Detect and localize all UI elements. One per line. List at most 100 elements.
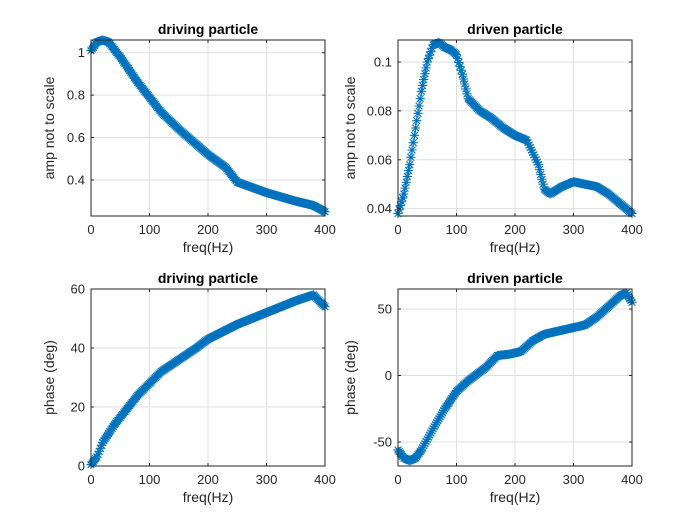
- data-point: [526, 145, 536, 155]
- x-tick-label: 300: [563, 472, 585, 487]
- data-point: [419, 75, 429, 85]
- data-point: [538, 179, 548, 189]
- y-tick-label: 1: [78, 45, 85, 60]
- data-point: [427, 426, 437, 436]
- data-point: [529, 150, 539, 160]
- subplot-4: 0 100 200 300 400 -50 0 50 driven particle freq(H…: [342, 270, 643, 505]
- x-axis-label: freq(Hz): [183, 239, 234, 255]
- x-tick-label: 100: [446, 222, 468, 237]
- data-point: [415, 94, 425, 104]
- x-tick-label: 0: [87, 472, 94, 487]
- data-series: [393, 37, 637, 219]
- data-point: [455, 61, 465, 71]
- y-tick-label: 0.08: [367, 103, 392, 118]
- data-point: [401, 177, 411, 187]
- data-point: [400, 183, 410, 193]
- y-axis-label: phase (deg): [41, 340, 57, 415]
- data-point: [422, 434, 432, 444]
- data-point: [95, 443, 105, 453]
- data-point: [524, 140, 534, 150]
- x-tick-label: 400: [314, 222, 336, 237]
- x-tick-label: 200: [197, 222, 219, 237]
- data-point: [522, 135, 532, 145]
- data-point: [536, 169, 546, 180]
- y-axis-label: amp not to scale: [342, 76, 358, 179]
- data-point: [424, 50, 435, 60]
- x-tick-label: 200: [504, 222, 526, 237]
- y-tick-label: 0: [385, 368, 392, 383]
- data-point: [420, 69, 430, 79]
- data-point: [403, 165, 414, 176]
- data-point: [422, 57, 432, 67]
- data-point: [423, 53, 434, 64]
- data-point: [458, 74, 469, 84]
- data-point: [532, 157, 542, 167]
- data-point: [93, 449, 103, 459]
- y-tick-label: -50: [373, 435, 392, 450]
- data-point: [426, 47, 436, 57]
- x-tick-label: 0: [87, 222, 94, 237]
- data-point: [523, 138, 533, 148]
- data-point: [417, 443, 428, 453]
- x-tick-label: 0: [394, 472, 401, 487]
- data-point: [433, 416, 443, 426]
- x-axis-label: freq(Hz): [490, 489, 541, 505]
- data-point: [413, 108, 423, 118]
- x-tick-label: 400: [314, 472, 336, 487]
- data-point: [395, 201, 405, 211]
- x-axis-label: freq(Hz): [183, 489, 234, 505]
- data-point: [456, 65, 466, 75]
- x-tick-label: 300: [256, 472, 278, 487]
- x-tick-label: 100: [139, 222, 161, 237]
- y-tick-label: 0.4: [67, 172, 85, 187]
- data-point: [451, 50, 462, 60]
- data-point: [407, 145, 417, 155]
- data-series: [393, 288, 637, 466]
- data-point: [432, 418, 442, 428]
- data-point: [429, 422, 439, 432]
- x-axis-label: freq(Hz): [490, 239, 541, 255]
- data-point: [427, 43, 437, 53]
- data-point: [436, 410, 446, 420]
- data-point: [437, 408, 448, 418]
- data-point: [92, 452, 102, 462]
- x-tick-label: 100: [139, 472, 161, 487]
- data-point: [424, 430, 435, 440]
- data-point: [416, 445, 426, 455]
- data-point: [94, 446, 104, 456]
- data-point: [461, 84, 471, 94]
- y-tick-label: 0.6: [67, 130, 85, 145]
- subplot-title: driven particle: [467, 21, 563, 37]
- data-point: [406, 152, 416, 162]
- data-point: [527, 147, 538, 158]
- y-tick-label: 0: [78, 459, 85, 474]
- data-point: [410, 123, 421, 133]
- y-axis-label: amp not to scale: [41, 76, 57, 179]
- data-series: [86, 290, 330, 470]
- data-point: [428, 424, 438, 434]
- data-point: [435, 412, 445, 422]
- y-tick-label: 40: [71, 341, 85, 356]
- data-point: [408, 138, 418, 148]
- y-tick-label: 20: [71, 400, 85, 415]
- data-point: [394, 205, 404, 215]
- data-point: [426, 428, 436, 438]
- y-tick-label: 50: [378, 301, 392, 316]
- subplot-title: driving particle: [158, 21, 259, 37]
- data-point: [412, 116, 422, 126]
- y-axis-label: phase (deg): [342, 340, 358, 415]
- data-point: [409, 130, 419, 140]
- subplot-title: driving particle: [158, 270, 259, 286]
- data-point: [396, 197, 407, 207]
- y-tick-label: 60: [71, 282, 85, 297]
- data-point: [421, 436, 431, 447]
- data-point: [420, 439, 430, 449]
- data-point: [399, 189, 409, 199]
- y-tick-label: 0.06: [367, 152, 392, 167]
- data-point: [96, 440, 107, 450]
- y-tick-label: 0.04: [367, 201, 392, 216]
- y-tick-label: 0.8: [67, 88, 85, 103]
- data-point: [439, 406, 449, 416]
- data-point: [530, 152, 540, 162]
